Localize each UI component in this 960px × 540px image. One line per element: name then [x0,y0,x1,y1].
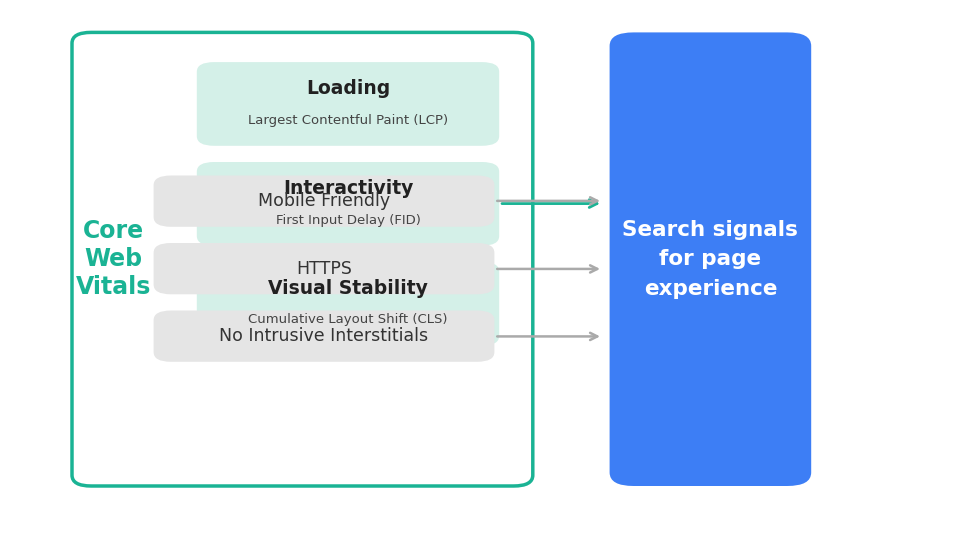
FancyBboxPatch shape [197,162,499,246]
FancyBboxPatch shape [154,310,494,362]
FancyBboxPatch shape [154,243,494,294]
Text: HTTPS: HTTPS [296,260,352,278]
FancyBboxPatch shape [72,32,533,486]
FancyBboxPatch shape [610,32,811,486]
Text: Interactivity: Interactivity [283,179,413,198]
Text: Mobile Friendly: Mobile Friendly [258,192,390,210]
Text: First Input Delay (FID): First Input Delay (FID) [276,213,420,227]
FancyBboxPatch shape [154,176,494,227]
Text: Search signals
for page
experience: Search signals for page experience [622,220,799,299]
Text: Core
Web
Vitals: Core Web Vitals [76,219,151,299]
FancyBboxPatch shape [197,62,499,146]
Text: No Intrusive Interstitials: No Intrusive Interstitials [220,327,428,345]
Text: Loading: Loading [306,79,390,98]
Text: Visual Stability: Visual Stability [268,279,428,298]
FancyBboxPatch shape [197,262,499,346]
Text: Largest Contentful Paint (LCP): Largest Contentful Paint (LCP) [248,113,448,127]
Text: Cumulative Layout Shift (CLS): Cumulative Layout Shift (CLS) [249,313,447,327]
